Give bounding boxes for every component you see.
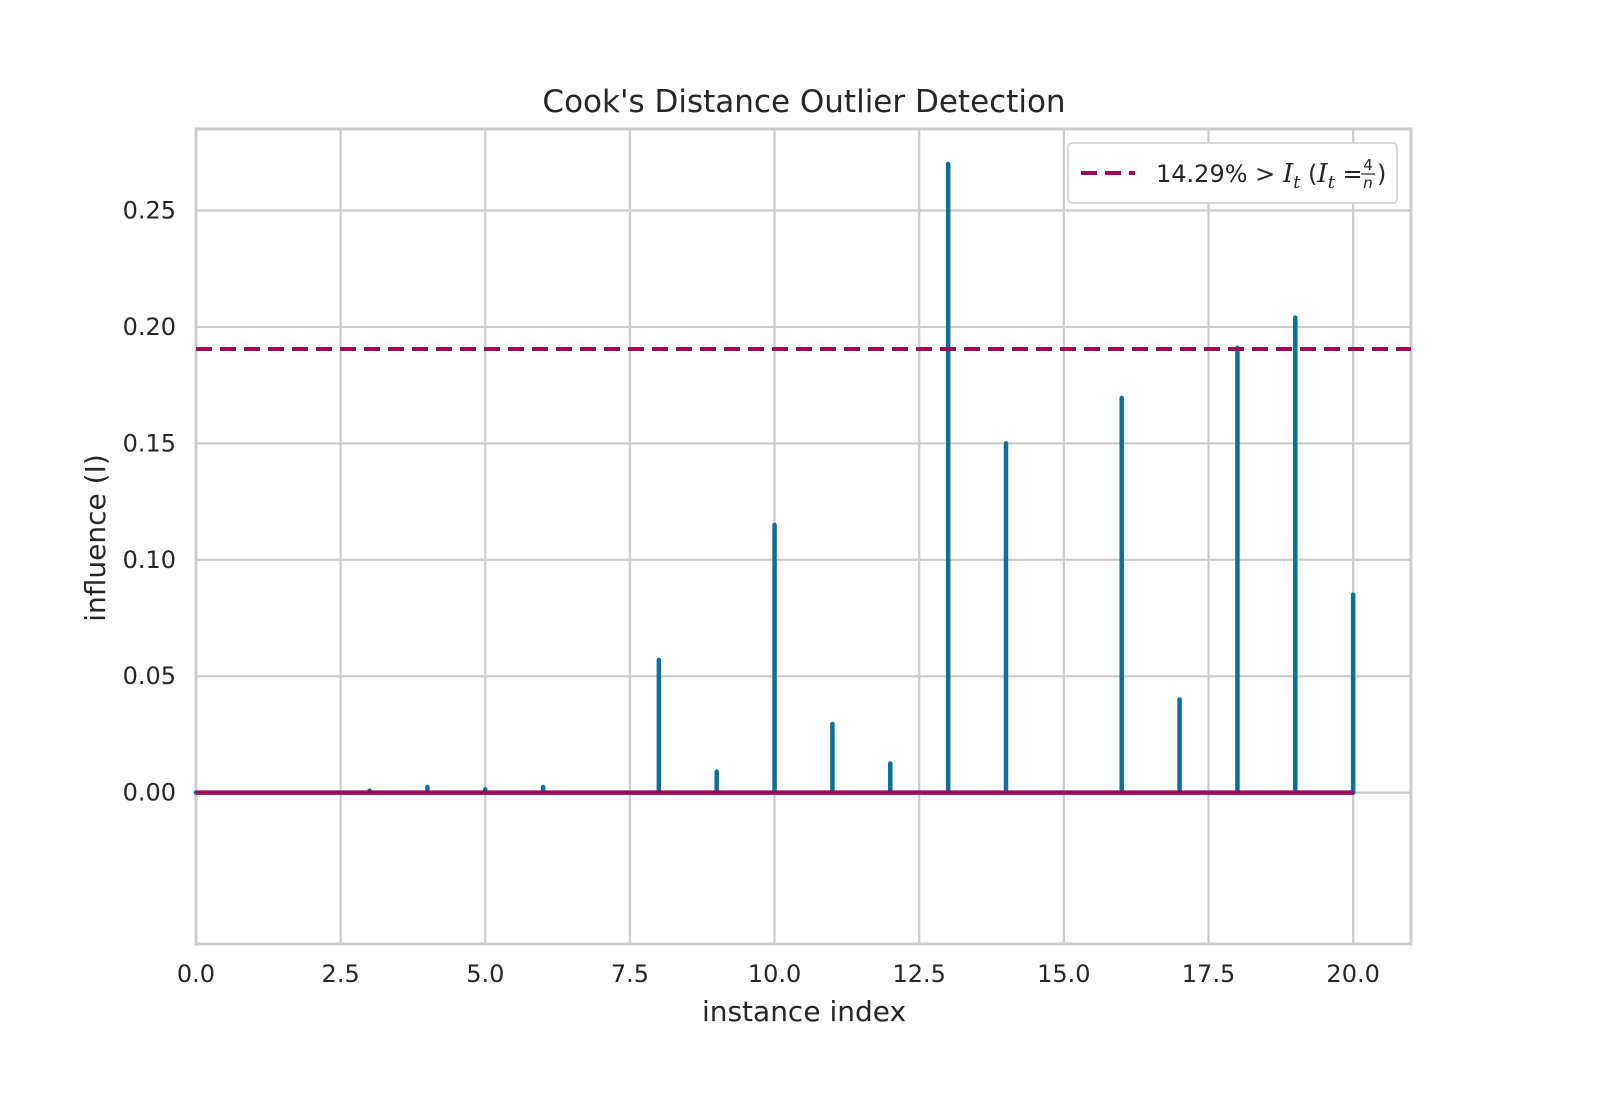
legend-box	[1067, 142, 1398, 204]
y-tick-label: 0.20	[123, 313, 176, 341]
tick-labels: 0.0 2.5 5.0 7.5 10.0 12.5 15.0 17.5 20.0 0.00 0.05…	[123, 197, 1380, 989]
y-tick-label: 0.00	[123, 779, 176, 807]
y-tick-label: 0.05	[123, 662, 176, 690]
y-tick-label: 0.15	[123, 429, 176, 457]
legend-frac-denominator: n	[1363, 174, 1373, 192]
legend-close-paren: )	[1377, 160, 1386, 188]
x-tick-label: 7.5	[611, 960, 649, 988]
grid-lines	[194, 129, 1411, 944]
chart-title: Cook's Distance Outlier Detection	[542, 84, 1065, 120]
plot-frame	[194, 127, 1413, 946]
legend-label: 14.29% > It (It =	[1156, 159, 1363, 193]
y-axis-label: influence (I)	[79, 454, 112, 622]
x-tick-label: 15.0	[1037, 960, 1090, 988]
x-tick-label: 0.0	[177, 960, 215, 988]
x-tick-label: 5.0	[466, 960, 504, 988]
y-tick-label: 0.25	[123, 197, 176, 225]
x-tick-label: 17.5	[1182, 960, 1235, 988]
influence-stems	[193, 161, 1356, 795]
x-tick-label: 20.0	[1326, 960, 1379, 988]
x-axis-label: instance index	[702, 995, 906, 1028]
x-tick-label: 12.5	[892, 960, 945, 988]
y-tick-label: 0.10	[123, 546, 176, 574]
legend: 14.29% > It (It = 4 n )	[1067, 142, 1398, 204]
legend-frac-numerator: 4	[1363, 156, 1373, 174]
x-tick-label: 10.0	[748, 960, 801, 988]
x-tick-label: 2.5	[322, 960, 360, 988]
